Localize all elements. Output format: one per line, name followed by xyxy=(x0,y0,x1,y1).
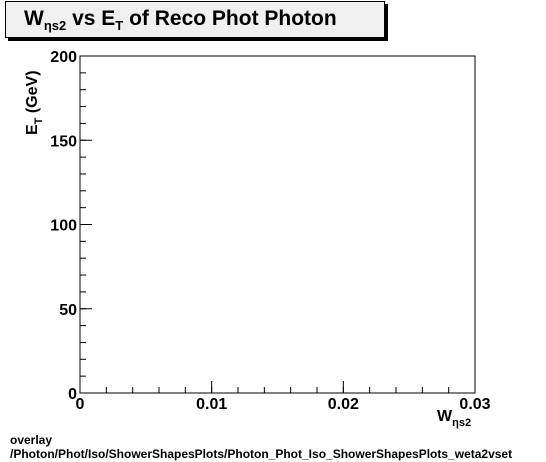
x-tick-label: 0.03 xyxy=(459,396,490,413)
y-tick-label: 50 xyxy=(59,302,77,319)
axis-tick-labels: 0 0.01 0.02 0.03 0 50 100 150 200 xyxy=(50,49,490,413)
y-tick-label: 0 xyxy=(68,386,77,403)
chart-plot: 0 0.01 0.02 0.03 0 50 100 150 200 ET (GeV) Wηs2 xyxy=(24,49,491,429)
title-sub1: ηs2 xyxy=(43,18,67,33)
footer-line2: /Photon/Phot/Iso/ShowerShapesPlots/Photo… xyxy=(10,447,513,461)
title-mid: vs E xyxy=(66,7,116,30)
y-tick-label: 150 xyxy=(50,133,77,150)
title-box: Wηs2 vs ET of Reco Phot Photon xyxy=(5,1,385,38)
y-tick-label: 200 xyxy=(50,49,77,66)
plot-frame xyxy=(79,55,476,394)
footer-line1: overlay xyxy=(10,433,53,447)
title-sub2: T xyxy=(115,18,124,33)
footer-path: overlay /Photon/Phot/Iso/ShowerShapesPlo… xyxy=(10,433,512,461)
title-rest: of Reco Phot Photon xyxy=(123,7,337,30)
x-axis-title: Wηs2 xyxy=(437,408,471,429)
x-tick-label: 0.02 xyxy=(328,396,359,413)
x-tick-label: 0.01 xyxy=(196,396,227,413)
axis-ticks xyxy=(79,55,476,394)
title-base: W xyxy=(24,7,44,30)
y-axis-title: ET (GeV) xyxy=(24,70,45,135)
x-tick-label: 0 xyxy=(76,396,85,413)
y-tick-label: 100 xyxy=(50,218,77,235)
chart-title: Wηs2 vs ET of Reco Phot Photon xyxy=(24,6,337,39)
